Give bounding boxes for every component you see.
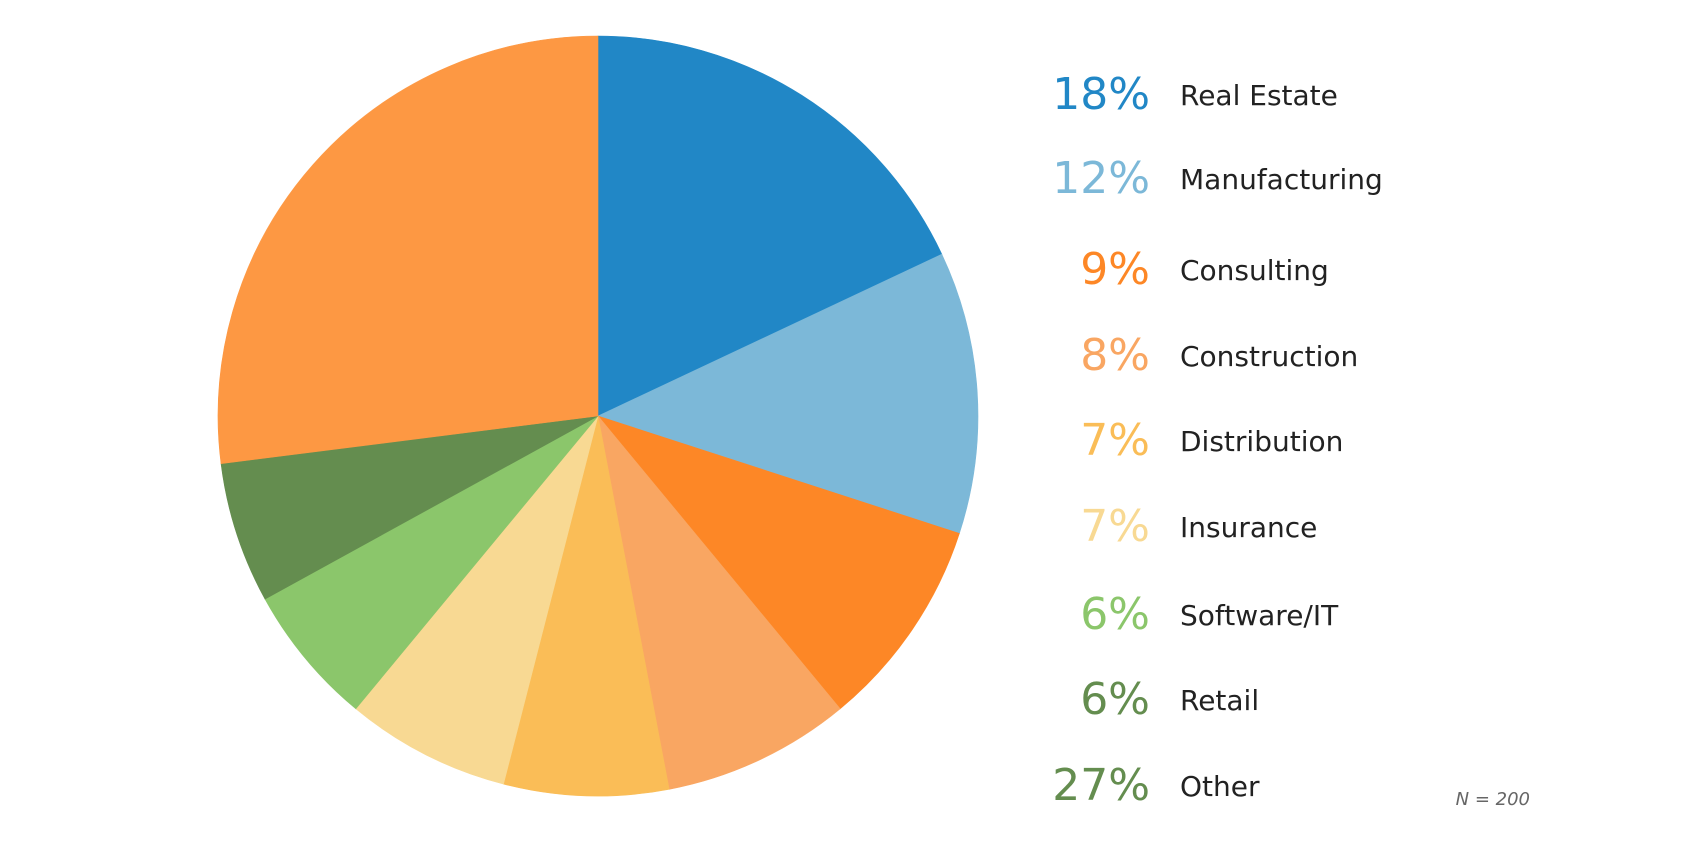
pie-slice-construction	[597, 415, 841, 790]
pie-slice-manufacturing	[597, 253, 979, 534]
legend-label-real-estate: Real Estate	[1180, 79, 1338, 112]
legend-percent-software-it: 6%	[1080, 589, 1150, 640]
legend-percent-other: 27%	[1052, 760, 1150, 811]
legend-label-other: Other	[1180, 770, 1260, 803]
legend: 18% Real Estate 12% Manufacturing 9% Consulti…	[1052, 69, 1383, 811]
pie-slice-insurance	[355, 415, 599, 785]
pie-slice-real-estate	[597, 35, 943, 417]
pie-slice-retail	[220, 415, 599, 600]
legend-label-retail: Retail	[1180, 684, 1259, 717]
legend-label-construction: Construction	[1180, 340, 1358, 373]
legend-percent-distribution: 7%	[1080, 415, 1150, 466]
pie-slices	[217, 35, 979, 797]
legend-label-distribution: Distribution	[1180, 425, 1343, 458]
pie-slice-software-it	[264, 415, 599, 710]
pie-slice-other	[217, 35, 599, 464]
legend-percent-retail: 6%	[1080, 674, 1150, 725]
legend-label-software-it: Software/IT	[1180, 599, 1339, 632]
legend-percent-construction: 8%	[1080, 330, 1150, 381]
legend-percent-consulting: 9%	[1080, 244, 1150, 295]
legend-label-insurance: Insurance	[1180, 511, 1317, 544]
sample-size-note: N = 200	[1456, 789, 1530, 810]
legend-label-manufacturing: Manufacturing	[1180, 163, 1383, 196]
pie-slice-consulting	[597, 415, 960, 710]
pie-slice-distribution	[503, 415, 670, 797]
legend-percent-manufacturing: 12%	[1052, 153, 1150, 204]
legend-percent-real-estate: 18%	[1052, 69, 1150, 120]
legend-label-consulting: Consulting	[1180, 254, 1329, 287]
legend-percent-insurance: 7%	[1080, 501, 1150, 552]
